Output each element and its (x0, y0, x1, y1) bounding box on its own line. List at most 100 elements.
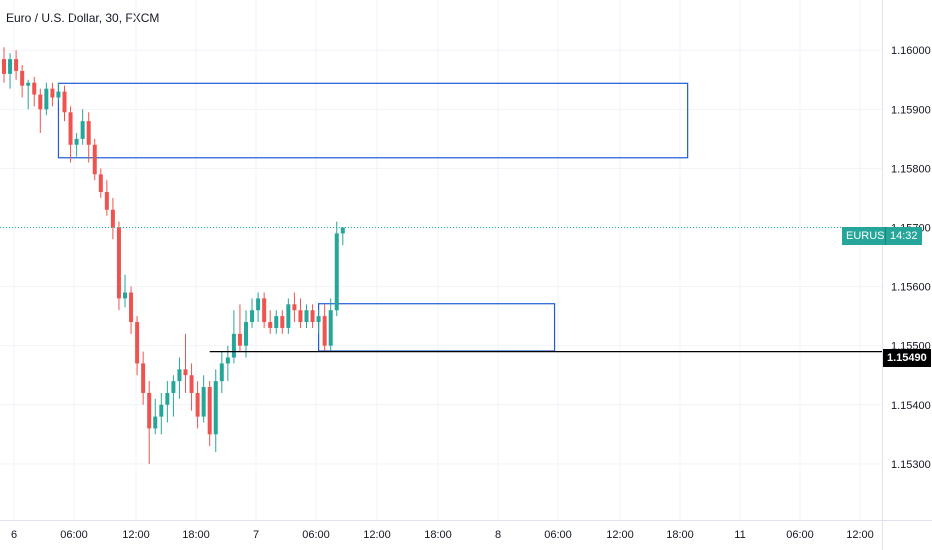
candle (38, 88, 43, 133)
time-tick-label: 11 (734, 529, 745, 541)
candle (304, 304, 309, 328)
candle-body (153, 416, 158, 429)
time-tick-label: 12:00 (363, 529, 391, 541)
candle-body (159, 404, 164, 417)
candle (116, 221, 121, 311)
candle-body (195, 392, 200, 417)
price-tick-label: 1.15600 (891, 282, 931, 294)
price-tick-label: 1.15800 (891, 163, 931, 175)
candle (110, 197, 115, 240)
zone-box-1 (57, 82, 689, 159)
time-tick-label: 06:00 (786, 529, 814, 541)
time-tick-label: 12:00 (606, 529, 634, 541)
candle (159, 392, 164, 435)
candle-body (268, 322, 273, 328)
candle (237, 304, 242, 352)
candle-body (2, 59, 6, 74)
countdown-badge: 14:32 (885, 227, 922, 245)
candle-body (8, 59, 13, 74)
candle (135, 316, 140, 376)
price-tick-label: 1.15300 (891, 459, 931, 471)
candle-body (62, 91, 67, 113)
candle (328, 298, 333, 352)
candle-body (322, 316, 327, 346)
time-tick-label: 06:00 (60, 529, 88, 541)
candle-body (20, 70, 25, 86)
candle (219, 351, 224, 393)
candle (322, 304, 327, 352)
candles (2, 47, 345, 464)
candle (8, 53, 13, 89)
candle-body (165, 392, 170, 405)
candle-body (237, 333, 242, 346)
candle-body (56, 91, 61, 98)
candle-body (129, 292, 134, 323)
candle (195, 381, 200, 429)
candle (26, 79, 31, 110)
candle-body (135, 322, 140, 364)
candle (189, 363, 194, 411)
time-tick-label: 06:00 (302, 529, 330, 541)
candle-body (68, 112, 73, 145)
candle (334, 221, 339, 317)
candle (56, 82, 61, 101)
candle-body (328, 310, 333, 346)
candle-body (74, 138, 79, 145)
candle-body (50, 88, 55, 98)
candle (147, 381, 152, 464)
candle (14, 50, 19, 80)
candle-body (26, 82, 31, 86)
candle-body (310, 310, 315, 323)
candle (292, 292, 297, 323)
candle-body (116, 227, 121, 299)
candle-body (225, 357, 230, 364)
candle (62, 85, 67, 122)
candle (86, 112, 91, 163)
candle (2, 47, 6, 83)
candle (153, 398, 158, 435)
candle (177, 357, 182, 399)
candle-body (38, 94, 43, 110)
candle-body (123, 292, 127, 299)
time-axis: 6 06:00 12:00 18:00 7 06:00 12:00 18:00 8 06:00 12… (11, 529, 874, 541)
candle (274, 310, 279, 334)
candle (123, 274, 127, 308)
candle (286, 298, 291, 334)
candle (129, 286, 134, 334)
zone-box-2 (318, 303, 556, 352)
candle-body (274, 316, 279, 328)
candle (32, 76, 37, 107)
time-tick-label: 18:00 (666, 529, 694, 541)
candle-body (110, 209, 115, 228)
candle (44, 82, 49, 116)
candle (98, 168, 103, 198)
price-tick-label: 1.16000 (891, 45, 931, 57)
price-axis: 1.160001.159001.158001.157001.156001.155… (891, 45, 931, 471)
candle-body (14, 59, 19, 71)
candle (183, 333, 188, 393)
candle-body (219, 363, 224, 382)
candle-body (98, 174, 103, 193)
candle (68, 106, 73, 163)
time-tick-label: 12:00 (846, 529, 874, 541)
candle-body (189, 375, 194, 393)
candle (207, 381, 212, 447)
candle-body (86, 121, 91, 145)
candle-body (298, 310, 303, 323)
candle-body (44, 88, 49, 110)
candle (74, 132, 79, 157)
candle-body (141, 363, 146, 393)
candle (250, 298, 255, 328)
time-tick-label: 06:00 (544, 529, 572, 541)
candle-body (334, 233, 339, 311)
candle (262, 292, 267, 328)
candle-body (92, 144, 97, 175)
time-tick-label: 7 (253, 529, 259, 541)
level-price-badge: 1.15490 (883, 349, 931, 367)
candle (20, 65, 25, 98)
symbol-badge: EURUSD (842, 227, 897, 245)
candle (171, 375, 176, 417)
candle-body (286, 304, 291, 328)
